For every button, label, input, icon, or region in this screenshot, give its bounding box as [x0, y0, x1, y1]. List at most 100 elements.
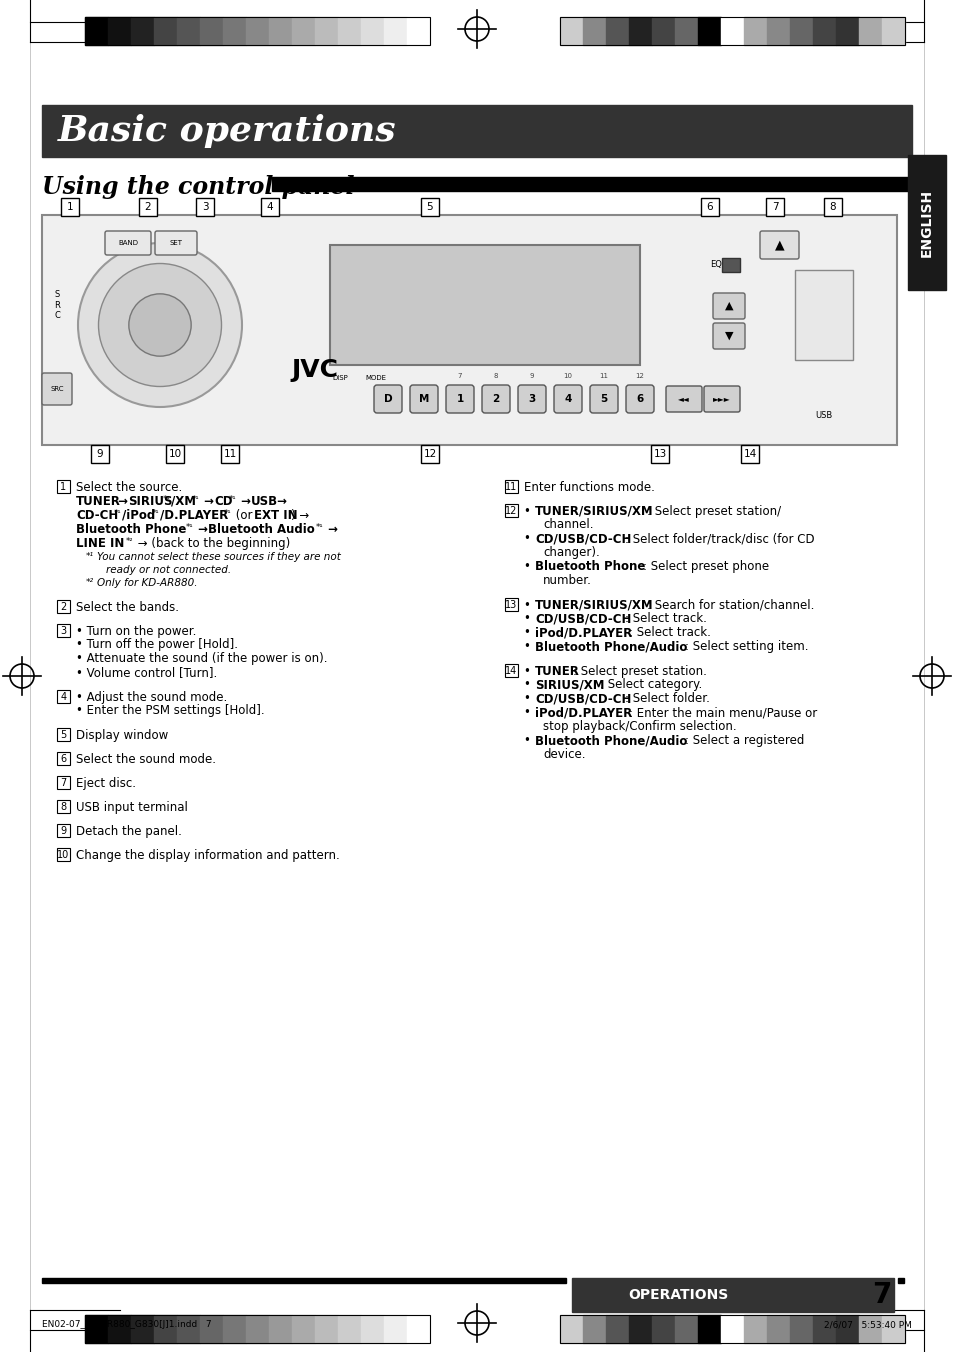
Text: SET: SET: [170, 241, 182, 246]
Bar: [559, 1315, 582, 1343]
Text: /D.PLAYER: /D.PLAYER: [160, 508, 228, 522]
Text: 12: 12: [635, 373, 644, 379]
Bar: [628, 1315, 651, 1343]
Circle shape: [129, 293, 191, 356]
Bar: [698, 18, 720, 45]
Bar: [858, 1315, 882, 1343]
Text: 5: 5: [426, 201, 433, 212]
Text: Bluetooth Audio: Bluetooth Audio: [208, 523, 314, 535]
Text: *¹: *¹: [113, 508, 121, 518]
Text: 14: 14: [742, 449, 756, 458]
Text: ENGLISH: ENGLISH: [919, 188, 933, 257]
Bar: [85, 1315, 108, 1343]
Circle shape: [98, 264, 221, 387]
Bar: [57, 848, 70, 861]
Text: Display window: Display window: [76, 729, 168, 742]
Bar: [858, 18, 882, 45]
Bar: [42, 215, 896, 445]
Text: 12: 12: [423, 449, 436, 458]
Bar: [337, 1315, 360, 1343]
Text: 2: 2: [492, 393, 499, 404]
Bar: [720, 1315, 743, 1343]
Text: •: •: [523, 677, 534, 691]
Text: •: •: [523, 665, 534, 677]
Text: : Select folder.: : Select folder.: [624, 692, 709, 704]
Bar: [835, 1315, 858, 1343]
Bar: [108, 1315, 131, 1343]
Text: : Select preset phone: : Select preset phone: [642, 560, 768, 573]
FancyBboxPatch shape: [105, 231, 151, 256]
Bar: [559, 1315, 904, 1343]
Bar: [85, 18, 430, 45]
Text: device.: device.: [542, 748, 585, 761]
Text: D: D: [383, 393, 392, 404]
Text: SRC: SRC: [51, 387, 64, 392]
Text: : Select preset station.: : Select preset station.: [573, 665, 706, 677]
Text: USB: USB: [251, 495, 278, 508]
Text: •: •: [523, 506, 534, 518]
Text: Only for KD-AR880.: Only for KD-AR880.: [97, 579, 197, 588]
Text: Select the sound mode.: Select the sound mode.: [76, 753, 215, 767]
Text: 8: 8: [60, 802, 67, 811]
Text: stop playback/Confirm selection.: stop playback/Confirm selection.: [542, 721, 736, 733]
Bar: [789, 1315, 812, 1343]
Bar: [131, 18, 153, 45]
Text: ►►►: ►►►: [713, 395, 730, 403]
Text: 7: 7: [771, 201, 778, 212]
Text: SIRIUS: SIRIUS: [128, 495, 172, 508]
Text: : Select track.: : Select track.: [624, 612, 706, 625]
Bar: [42, 105, 911, 157]
Text: 2: 2: [60, 602, 67, 611]
Text: /XM: /XM: [171, 495, 195, 508]
Bar: [698, 1315, 720, 1343]
Text: TUNER: TUNER: [535, 665, 579, 677]
Text: : Enter the main menu/Pause or: : Enter the main menu/Pause or: [628, 706, 817, 719]
Bar: [504, 664, 517, 677]
Bar: [200, 1315, 223, 1343]
Text: 11: 11: [505, 481, 517, 492]
FancyBboxPatch shape: [195, 197, 213, 216]
Text: Basic operations: Basic operations: [58, 114, 396, 147]
Text: 7: 7: [871, 1280, 891, 1309]
Bar: [766, 18, 789, 45]
Bar: [812, 1315, 835, 1343]
Text: *¹: *¹: [86, 552, 94, 561]
Text: 14: 14: [505, 665, 517, 676]
Text: ◄◄: ◄◄: [678, 395, 689, 403]
Text: number.: number.: [542, 575, 591, 587]
Text: Change the display information and pattern.: Change the display information and patte…: [76, 849, 339, 863]
Text: iPod/D.PLAYER: iPod/D.PLAYER: [535, 626, 632, 639]
Text: 8: 8: [494, 373, 497, 379]
Text: 5: 5: [599, 393, 607, 404]
Text: 4: 4: [564, 393, 571, 404]
Text: →: →: [193, 523, 212, 535]
Bar: [57, 727, 70, 741]
Text: →: →: [273, 495, 287, 508]
Text: 7: 7: [457, 373, 462, 379]
Text: : Select a registered: : Select a registered: [684, 734, 803, 748]
Text: OPERATIONS: OPERATIONS: [627, 1288, 727, 1302]
Text: •: •: [523, 706, 534, 719]
FancyBboxPatch shape: [42, 373, 71, 406]
Text: ready or not connected.: ready or not connected.: [106, 565, 231, 575]
Text: /iPod: /iPod: [122, 508, 155, 522]
Text: 10: 10: [57, 849, 70, 860]
Bar: [835, 18, 858, 45]
Text: *¹: *¹: [186, 523, 193, 531]
Bar: [57, 800, 70, 813]
Text: 3: 3: [528, 393, 535, 404]
Text: 9: 9: [60, 826, 67, 836]
Text: Eject disc.: Eject disc.: [76, 777, 136, 790]
Bar: [57, 752, 70, 765]
FancyBboxPatch shape: [517, 385, 545, 412]
FancyBboxPatch shape: [712, 323, 744, 349]
Bar: [605, 18, 628, 45]
Bar: [177, 1315, 200, 1343]
Bar: [384, 18, 407, 45]
Text: 13: 13: [653, 449, 666, 458]
Text: : Search for station/channel.: : Search for station/channel.: [646, 599, 814, 612]
Text: 10: 10: [169, 449, 181, 458]
Text: SIRIUS/XM: SIRIUS/XM: [535, 677, 604, 691]
Text: 1: 1: [60, 481, 67, 492]
Bar: [292, 18, 314, 45]
